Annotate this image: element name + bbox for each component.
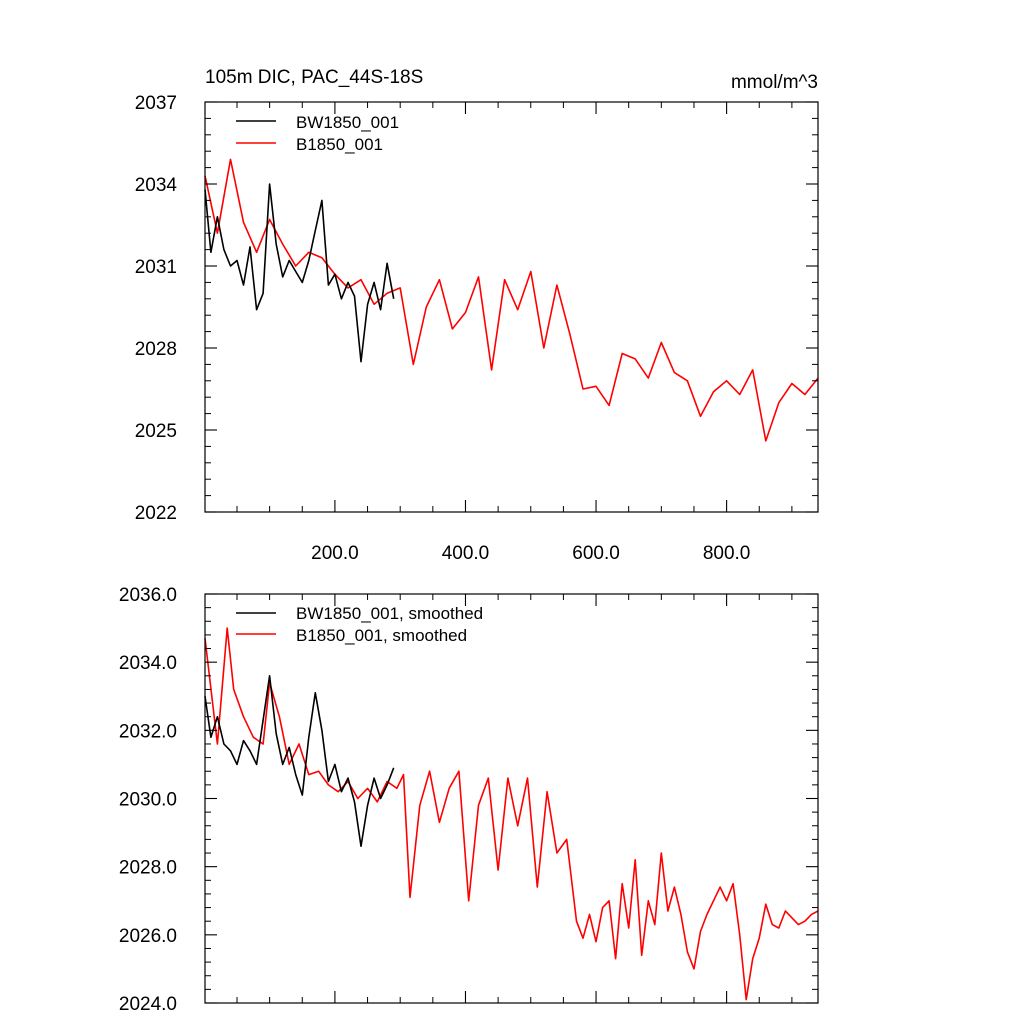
y-tick-label: 2025 bbox=[135, 421, 177, 442]
x-tick-label: 600.0 bbox=[572, 543, 620, 564]
series-line-bw1850-001 bbox=[204, 183, 395, 363]
raw-axes: 2022 2025 2028 2031 2034 2037 200.0 400.0 600.0 8… bbox=[135, 93, 819, 564]
y-tick-label: 2031 bbox=[135, 257, 177, 278]
y-tick-label: 2022 bbox=[135, 503, 177, 524]
raw-legend: BW1850_001 B1850_001 bbox=[236, 113, 399, 154]
x-tick-label: 400.0 bbox=[442, 543, 490, 564]
legend-label-b1850-smoothed: B1850_001, smoothed bbox=[296, 626, 467, 645]
smoothed-series-group bbox=[204, 627, 819, 1001]
raw-dic-panel: 105m DIC, PAC_44S-18S mmol/m^3 202220252… bbox=[135, 67, 819, 564]
legend-label-bw1850-smoothed: BW1850_001, smoothed bbox=[296, 604, 483, 623]
legend-label-b1850: B1850_001 bbox=[296, 135, 383, 154]
plot-frame bbox=[204, 101, 819, 513]
y-tick-label: 2028.0 bbox=[119, 858, 177, 879]
y-tick-label: 2024.0 bbox=[119, 994, 177, 1015]
y-tick-label: 2032.0 bbox=[119, 721, 177, 742]
series-line-b1850-001-smoothed bbox=[204, 627, 819, 1001]
smoothed-axes: 2024.0 2026.0 2028.0 2030.0 2032.0 2034.0 2036… bbox=[119, 585, 819, 1015]
legend-label-bw1850: BW1850_001 bbox=[296, 113, 399, 132]
series-line-b1850-001 bbox=[204, 158, 819, 442]
smoothed-legend: BW1850_001, smoothed B1850_001, smoothed bbox=[236, 604, 483, 645]
raw-panel-title: 105m DIC, PAC_44S-18S bbox=[205, 67, 423, 88]
y-tick-label: 2026.0 bbox=[119, 926, 177, 947]
y-tick-label: 2034.0 bbox=[119, 653, 177, 674]
y-tick-label: 2030.0 bbox=[119, 790, 177, 811]
y-tick-label: 2028 bbox=[135, 339, 177, 360]
series-line-bw1850-001-smoothed bbox=[204, 674, 395, 848]
y-tick-label: 2037 bbox=[135, 93, 177, 114]
y-tick-label: 2034 bbox=[135, 175, 178, 196]
x-tick-label: 800.0 bbox=[703, 543, 751, 564]
x-tick-label: 200.0 bbox=[311, 543, 359, 564]
raw-panel-units: mmol/m^3 bbox=[731, 72, 818, 93]
smoothed-dic-panel: 2024.0 2026.0 2028.0 2030.0 2032.0 2034.0 2036… bbox=[119, 585, 819, 1015]
raw-series-group bbox=[204, 158, 819, 442]
y-tick-label: 2036.0 bbox=[119, 585, 177, 606]
